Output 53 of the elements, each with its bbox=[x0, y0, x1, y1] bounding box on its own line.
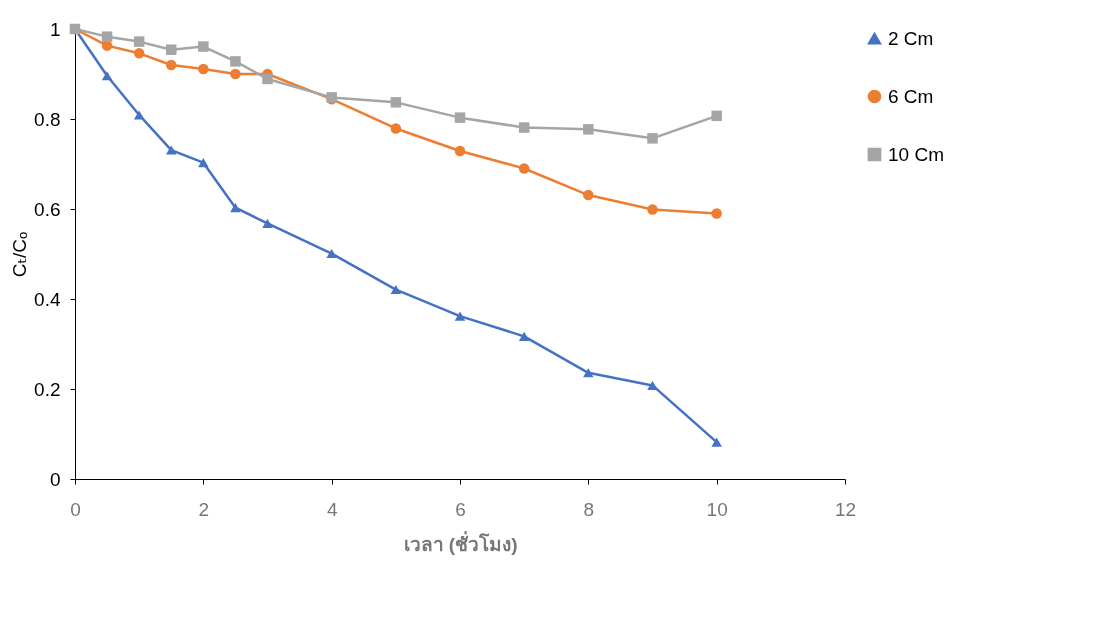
point bbox=[101, 31, 113, 42]
point bbox=[583, 189, 594, 201]
point bbox=[230, 68, 241, 80]
y-tick-label: 1 bbox=[49, 18, 61, 40]
point bbox=[647, 133, 658, 144]
point bbox=[133, 48, 145, 59]
point bbox=[198, 41, 209, 52]
point bbox=[133, 36, 145, 47]
x-tick-label: 4 bbox=[326, 498, 338, 520]
point bbox=[390, 123, 402, 134]
point bbox=[518, 163, 530, 174]
point bbox=[583, 368, 594, 378]
point bbox=[711, 208, 722, 219]
point bbox=[583, 124, 594, 135]
point bbox=[711, 110, 722, 122]
legend-label: 6 Cm bbox=[888, 85, 934, 107]
point bbox=[230, 203, 241, 213]
y-tick-label: 0.8 bbox=[34, 108, 61, 130]
point bbox=[711, 437, 722, 447]
x-tick-label: 10 bbox=[706, 498, 728, 520]
point bbox=[454, 112, 466, 123]
x-tick-label: 0 bbox=[70, 498, 81, 520]
x-tick-label: 2 bbox=[198, 498, 210, 520]
point bbox=[262, 218, 273, 228]
y-tick-label: 0.6 bbox=[34, 198, 61, 220]
point bbox=[262, 73, 273, 85]
y-tick-label: 0.4 bbox=[34, 288, 61, 310]
point bbox=[198, 63, 209, 75]
x-tick-label: 6 bbox=[455, 498, 466, 520]
point bbox=[647, 380, 658, 390]
point bbox=[326, 249, 337, 259]
point bbox=[454, 311, 466, 321]
y-tick-label: 0.2 bbox=[34, 378, 61, 400]
legend-label: 2 Cm bbox=[888, 27, 934, 49]
point bbox=[390, 97, 402, 108]
point bbox=[166, 59, 177, 71]
y-axis-title: Cₜ/Cₒ bbox=[9, 231, 31, 278]
x-tick-label: 8 bbox=[583, 498, 595, 520]
point bbox=[647, 204, 658, 215]
y-tick-label: 0 bbox=[49, 468, 61, 490]
point bbox=[166, 44, 177, 55]
point bbox=[230, 56, 241, 67]
point bbox=[454, 145, 466, 157]
x-axis-title: เวลา (ชั่วโมง) bbox=[403, 530, 518, 555]
point bbox=[198, 158, 209, 168]
point bbox=[101, 71, 113, 81]
point bbox=[390, 285, 402, 295]
legend-label: 10 Cm bbox=[888, 143, 944, 165]
point bbox=[518, 122, 530, 133]
point bbox=[133, 110, 145, 120]
point bbox=[518, 331, 530, 341]
point bbox=[166, 145, 177, 155]
x-tick-label: 12 bbox=[834, 498, 857, 520]
